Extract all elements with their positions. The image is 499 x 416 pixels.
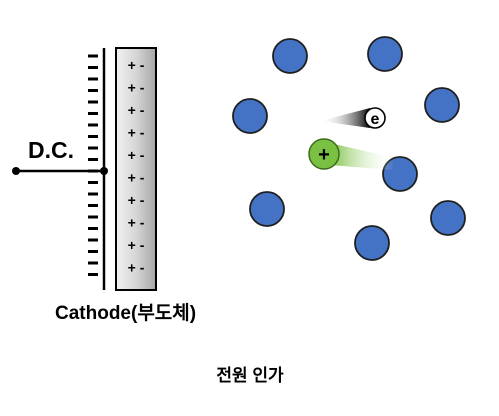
cathode-charge-row: + -	[128, 57, 145, 73]
neutral-atoms	[232, 36, 466, 261]
negative-charge-mark	[88, 146, 98, 150]
cathode-charge-row: + -	[128, 215, 145, 231]
neutral-atom	[354, 225, 390, 261]
positive-ion	[308, 138, 340, 170]
negative-charge-mark	[88, 181, 98, 184]
cathode-charge-row: + -	[128, 147, 145, 163]
cathode-charge-row: + -	[128, 237, 145, 253]
negative-charge-mark	[88, 169, 98, 173]
diagram-caption: 전원 인가	[216, 366, 284, 385]
cathode-charge-row: + -	[128, 80, 145, 96]
negative-charge-mark	[88, 250, 98, 253]
negative-charge-mark	[88, 273, 98, 276]
cathode-charge-row: + -	[128, 170, 145, 186]
neutral-atom	[430, 200, 466, 236]
cathode-charge-row: + -	[128, 125, 145, 141]
electron-symbol: e	[371, 111, 380, 128]
electron-trail	[320, 108, 370, 128]
neutral-atom	[424, 87, 460, 123]
cathode-block	[115, 47, 157, 291]
negative-charge-mark	[88, 158, 98, 161]
ion-trail	[330, 143, 395, 170]
cathode-charge-row: + -	[128, 102, 145, 118]
dc-label: D.C.	[28, 137, 74, 163]
neutral-atom	[272, 38, 308, 74]
negative-charge-mark	[88, 215, 98, 219]
negative-charge-mark	[88, 123, 98, 127]
cathode-charge-row: + -	[128, 260, 145, 276]
negative-charge-mark	[88, 227, 98, 230]
negative-charge-mark	[88, 89, 98, 92]
negative-charge-mark	[88, 100, 98, 104]
neutral-atom	[232, 98, 268, 134]
negative-charge-mark	[88, 112, 98, 115]
neutral-atom	[367, 36, 403, 72]
cathode-label: Cathode(부도체)	[55, 302, 196, 324]
electron	[364, 107, 386, 129]
negative-charge-mark	[88, 54, 98, 58]
negative-charge-mark	[88, 238, 98, 242]
electrode-negative-charges	[88, 54, 98, 276]
negative-charge-mark	[88, 66, 98, 69]
cathode-polarized-charges: + - + - + - + - + - + - + - + - + - + -	[128, 57, 145, 276]
negative-charge-mark	[88, 261, 98, 265]
dc-terminal-left	[12, 167, 20, 175]
negative-charge-mark	[88, 135, 98, 138]
ion-symbol: +	[318, 144, 330, 166]
cathode-charge-row: + -	[128, 192, 145, 208]
neutral-atom	[249, 191, 285, 227]
negative-charge-mark	[88, 77, 98, 81]
negative-charge-mark	[88, 204, 98, 207]
negative-charge-mark	[88, 192, 98, 196]
